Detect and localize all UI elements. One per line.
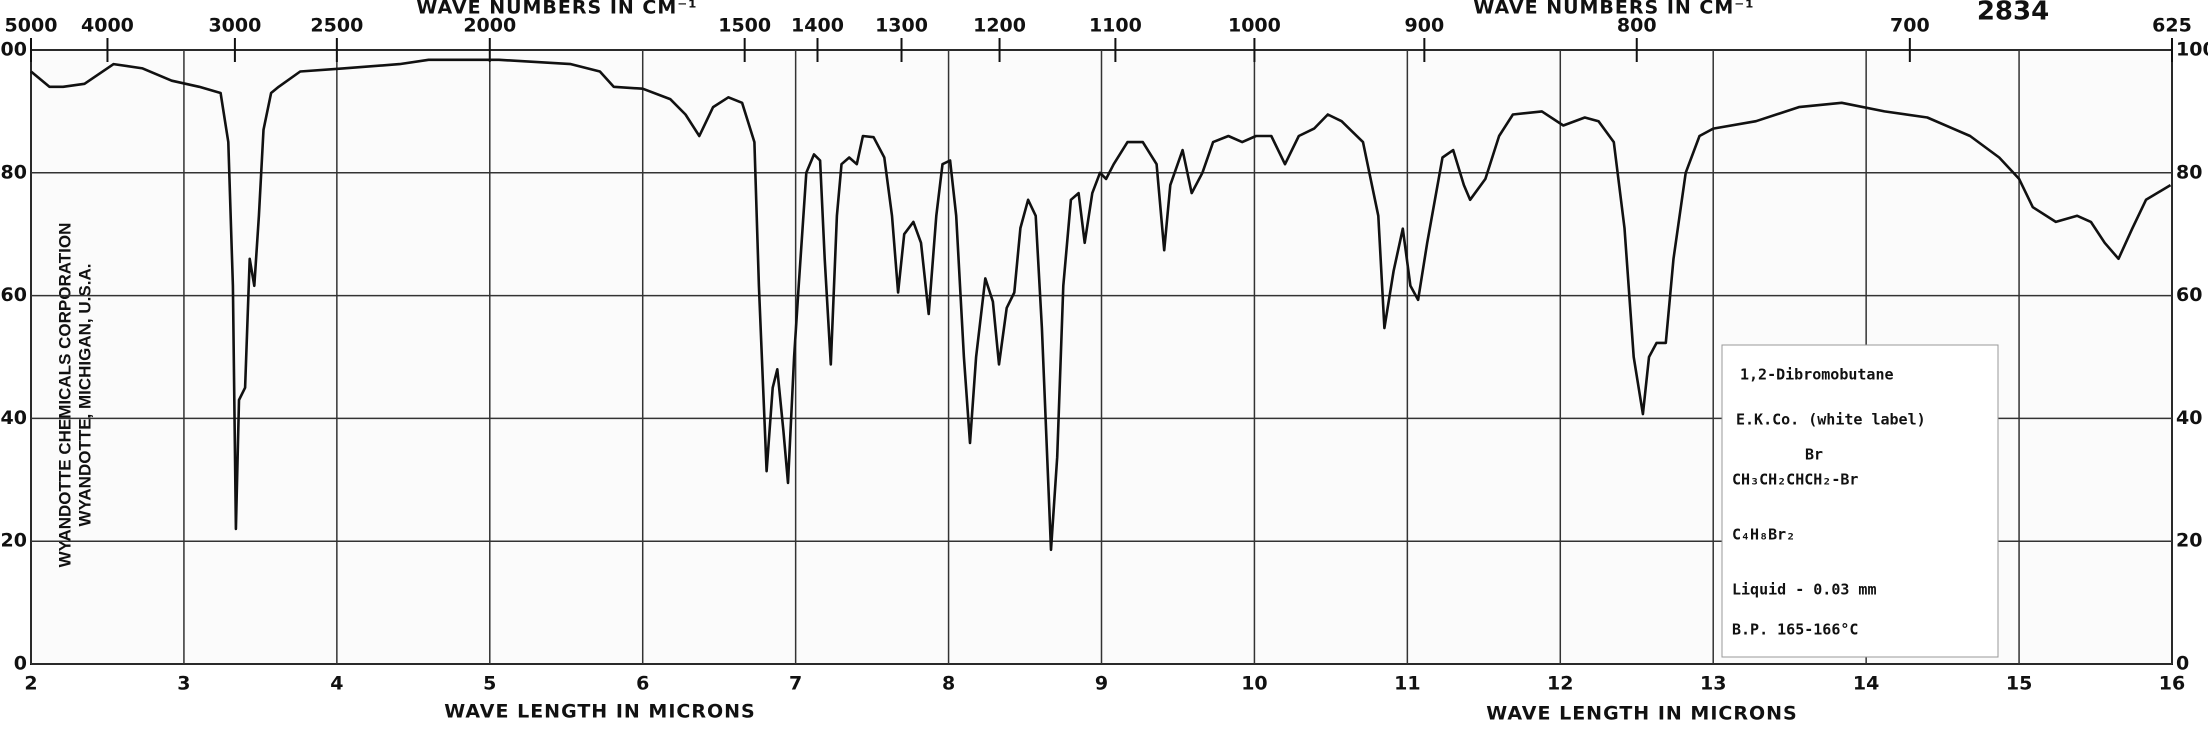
annotation-line: Br <box>1805 446 1823 464</box>
x-tick-label: 12 <box>1547 673 1573 695</box>
annotation-frame <box>1721 344 1999 658</box>
x2-tick-label: 1300 <box>875 15 928 37</box>
x-tick-label: 15 <box>2006 673 2032 695</box>
x2-tick-label: 1500 <box>718 15 771 37</box>
x-tick-label: 10 <box>1241 673 1267 695</box>
x-tick-label: 7 <box>789 673 802 695</box>
x-tick-label: 8 <box>942 673 955 695</box>
x2-tick-label: 2000 <box>463 15 516 37</box>
x2-tick-label: 1200 <box>973 15 1026 37</box>
x-tick-label: 2 <box>24 673 37 695</box>
spectrum-number: 2834 <box>1977 0 2049 27</box>
annotation-line: B.P. 165-166°C <box>1732 621 1858 639</box>
x2-tick-label: 900 <box>1405 15 1445 37</box>
x-tick-label: 9 <box>1095 673 1108 695</box>
x2-axis-title: WAVE NUMBERS IN CM⁻¹ <box>1473 0 1754 19</box>
y-tick-label: 20 <box>1 530 27 552</box>
x2-tick-label: 2500 <box>310 15 363 37</box>
y-tick-label: 0 <box>14 653 27 675</box>
x-tick-label: 13 <box>1700 673 1726 695</box>
annotation-line: CH₃CH₂CHCH₂-Br <box>1732 471 1858 489</box>
x2-tick-label: 1100 <box>1089 15 1142 37</box>
y2-tick-label: 100 <box>2176 39 2208 61</box>
annotation-line: C₄H₈Br₂ <box>1732 526 1795 544</box>
x2-axis-title: WAVE NUMBERS IN CM⁻¹ <box>416 0 697 19</box>
source-line: WYANDOTTE, MICHIGAN, U.S.A. <box>75 264 94 527</box>
x2-tick-label: 5000 <box>5 15 58 37</box>
x2-tick-label: 700 <box>1890 15 1930 37</box>
y2-tick-label: 0 <box>2176 653 2189 675</box>
x-tick-label: 16 <box>2159 673 2185 695</box>
y-tick-label: 80 <box>1 161 27 183</box>
x-tick-label: 6 <box>636 673 649 695</box>
y2-tick-label: 60 <box>2176 284 2202 306</box>
source-line: WYANDOTTE CHEMICALS CORPORATION <box>55 223 74 568</box>
x2-tick-label: 625 <box>2152 15 2192 37</box>
x-tick-label: 3 <box>177 673 190 695</box>
x2-tick-label: 1400 <box>791 15 844 37</box>
y2-tick-label: 80 <box>2176 161 2202 183</box>
annotation-box: 1,2-Dibromobutane E.K.Co. (white label) … <box>1721 344 1999 658</box>
x-tick-label: 11 <box>1394 673 1420 695</box>
annotation-line: E.K.Co. (white label) <box>1736 411 1926 429</box>
x2-tick-label: 800 <box>1617 15 1657 37</box>
annotation-line: Liquid - 0.03 mm <box>1732 581 1877 599</box>
y2-tick-label: 20 <box>2176 530 2202 552</box>
y-tick-label: 60 <box>1 284 27 306</box>
x-tick-label: 4 <box>330 673 343 695</box>
x-axis-title: WAVE LENGTH IN MICRONS <box>1486 703 1797 725</box>
x2-tick-label: 1000 <box>1228 15 1281 37</box>
x2-tick-label: 4000 <box>81 15 134 37</box>
spectrum-line <box>30 58 2172 552</box>
annotation-line: 1,2-Dibromobutane <box>1740 366 1894 384</box>
x-tick-label: 5 <box>483 673 496 695</box>
y2-tick-label: 40 <box>2176 407 2202 429</box>
x-axis-title: WAVE LENGTH IN MICRONS <box>444 701 755 723</box>
x2-tick-label: 3000 <box>208 15 261 37</box>
y-tick-label: 100 <box>0 39 27 61</box>
x-tick-label: 14 <box>1853 673 1879 695</box>
y-tick-label: 40 <box>1 407 27 429</box>
